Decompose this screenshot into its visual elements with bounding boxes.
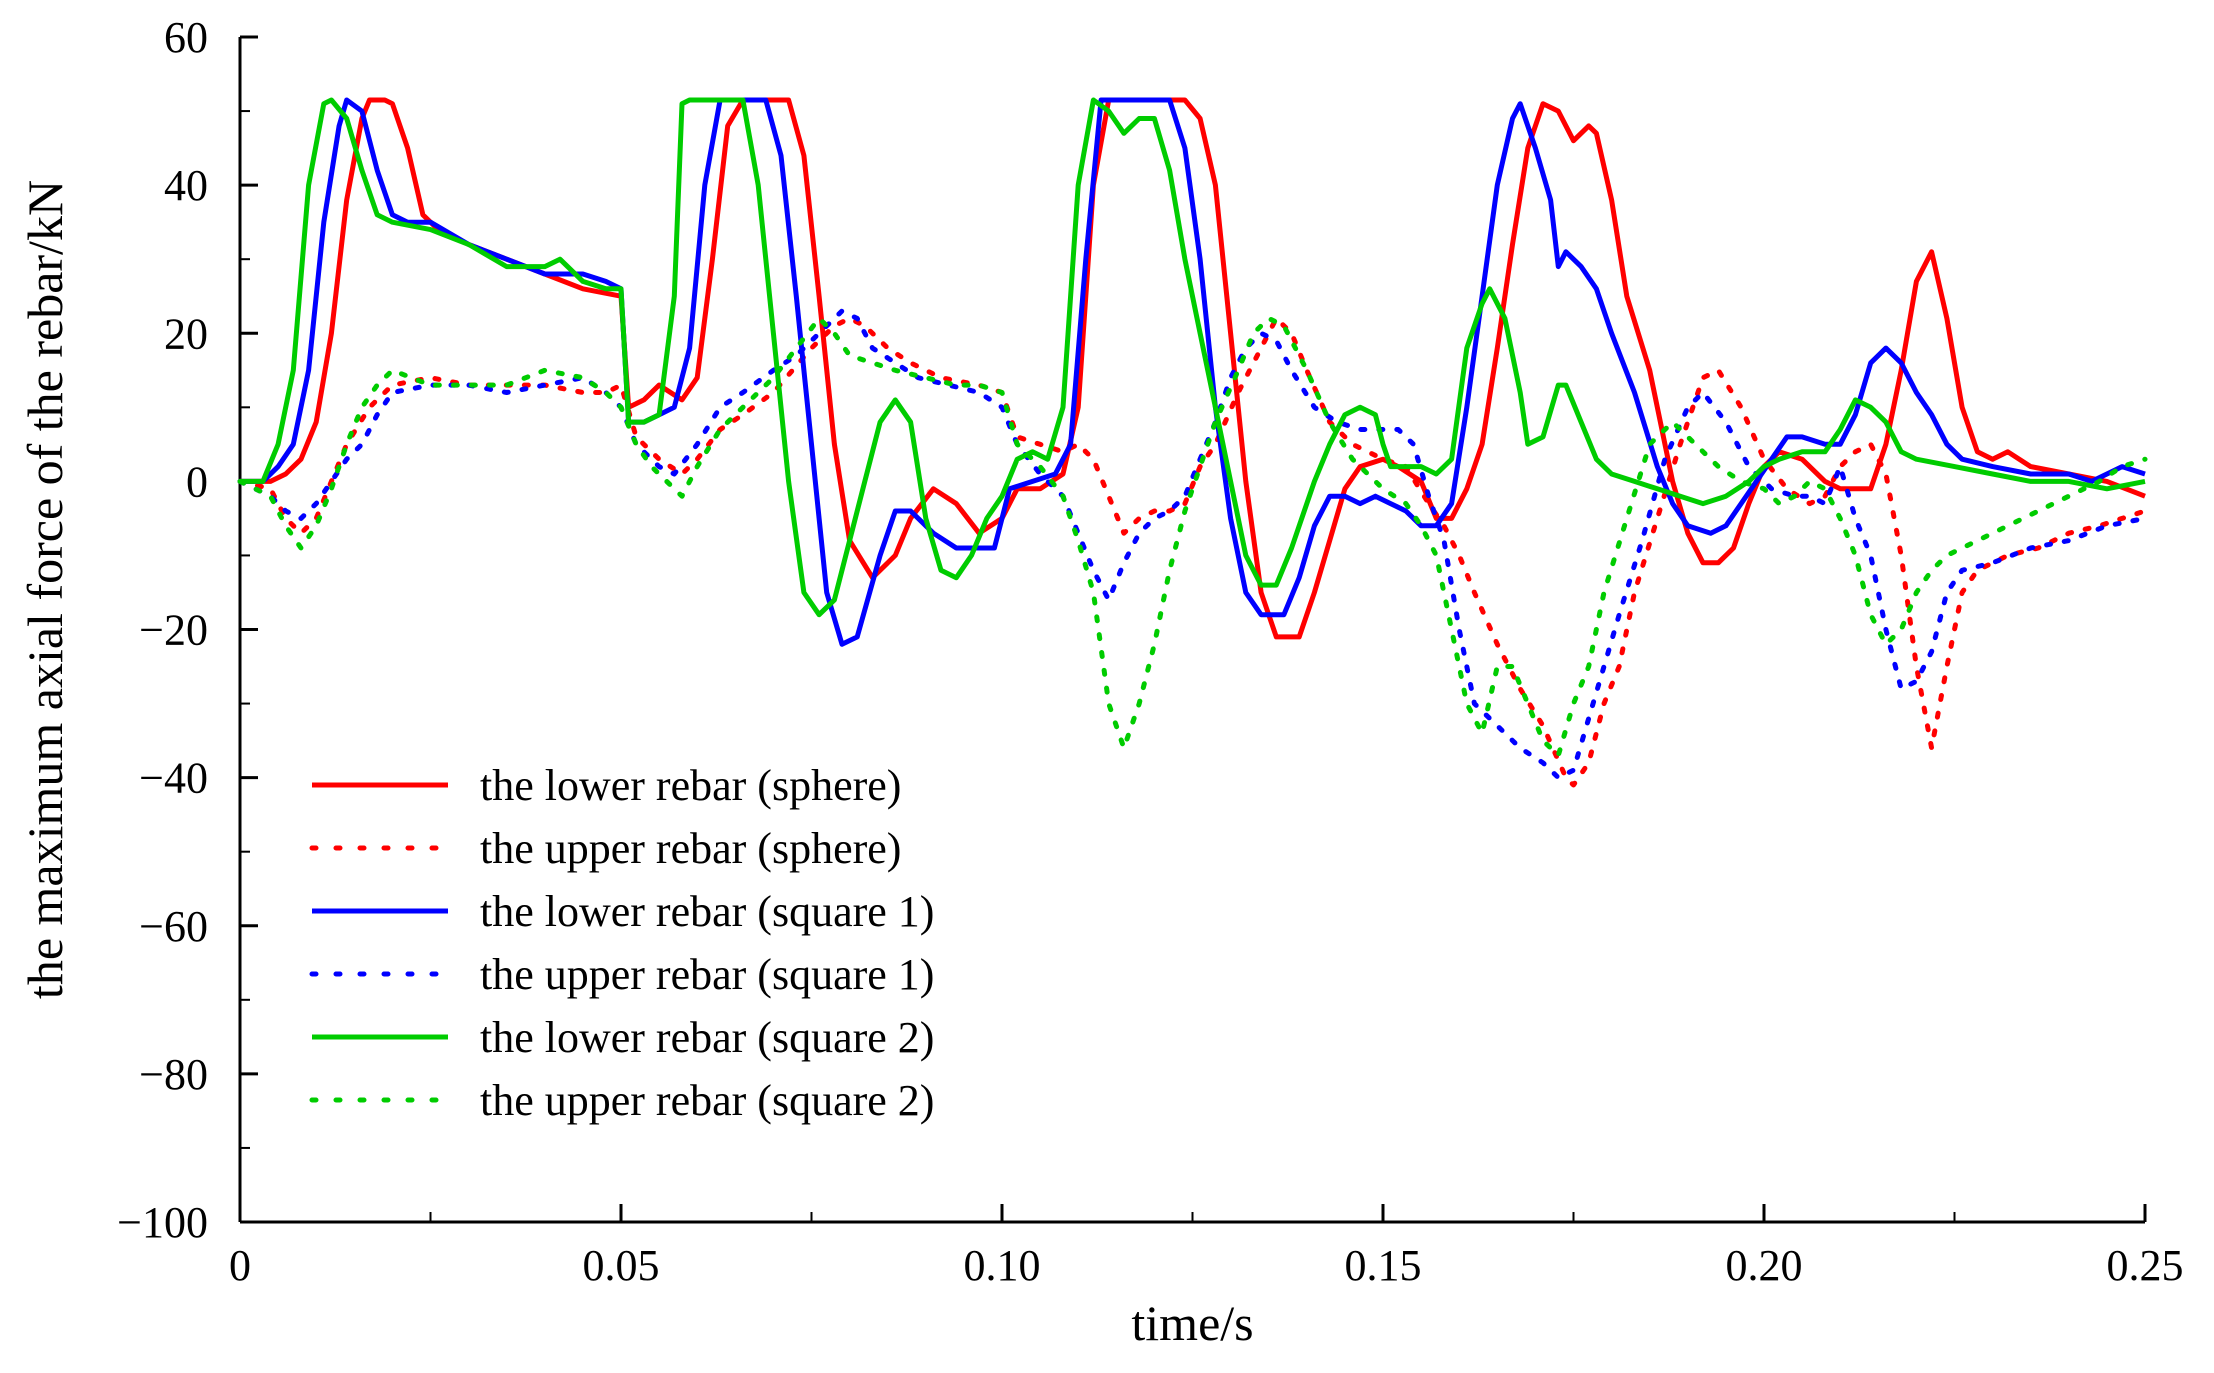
legend-label: the lower rebar (square 2) (480, 1013, 934, 1062)
series-line-the-lower-rebar-sphere (240, 97, 2146, 640)
legend: the lower rebar (sphere) the upper rebar … (309, 761, 934, 1125)
series-line-the-upper-rebar-square-2 (237, 315, 2148, 758)
x-axis-label: time/s (1131, 1295, 1253, 1351)
legend-label: the lower rebar (sphere) (480, 761, 901, 810)
legend-label: the upper rebar (square 2) (480, 1076, 934, 1125)
series-line-the-upper-rebar-sphere (237, 315, 2148, 788)
y-tick-label: 40 (164, 161, 208, 210)
series-line-the-upper-rebar-square-1 (237, 308, 2148, 781)
y-axis-label: the maximum axial force of the rebar/kN (17, 180, 73, 999)
legend-label: the lower rebar (square 1) (480, 887, 934, 936)
tick-labels: 60 40 20 0 −20 −40 −60 −80 −100 0 0.05 0.10 0.15 0.20… (117, 13, 2183, 1290)
y-tick-label: −60 (139, 902, 208, 951)
y-tick-label: 60 (164, 13, 208, 62)
series-line-the-lower-rebar-square-2 (240, 97, 2146, 618)
series-lines (237, 97, 2148, 788)
x-tick-label: 0.15 (1345, 1241, 1422, 1290)
legend-label: the upper rebar (square 1) (480, 950, 934, 999)
y-tick-label: 20 (164, 309, 208, 358)
x-tick-label: 0.25 (2107, 1241, 2184, 1290)
x-tick-label: 0.10 (964, 1241, 1041, 1290)
y-tick-label: 0 (186, 457, 208, 506)
y-tick-label: −80 (139, 1050, 208, 1099)
y-tick-label: −20 (139, 606, 208, 655)
x-tick-label: 0.05 (583, 1241, 660, 1290)
legend-label: the upper rebar (sphere) (480, 824, 901, 873)
series-line-the-lower-rebar-square-1 (240, 97, 2146, 647)
y-tick-label: −40 (139, 754, 208, 803)
x-tick-label: 0.20 (1726, 1241, 1803, 1290)
x-tick-label: 0 (229, 1241, 251, 1290)
y-tick-label: −100 (117, 1198, 208, 1247)
